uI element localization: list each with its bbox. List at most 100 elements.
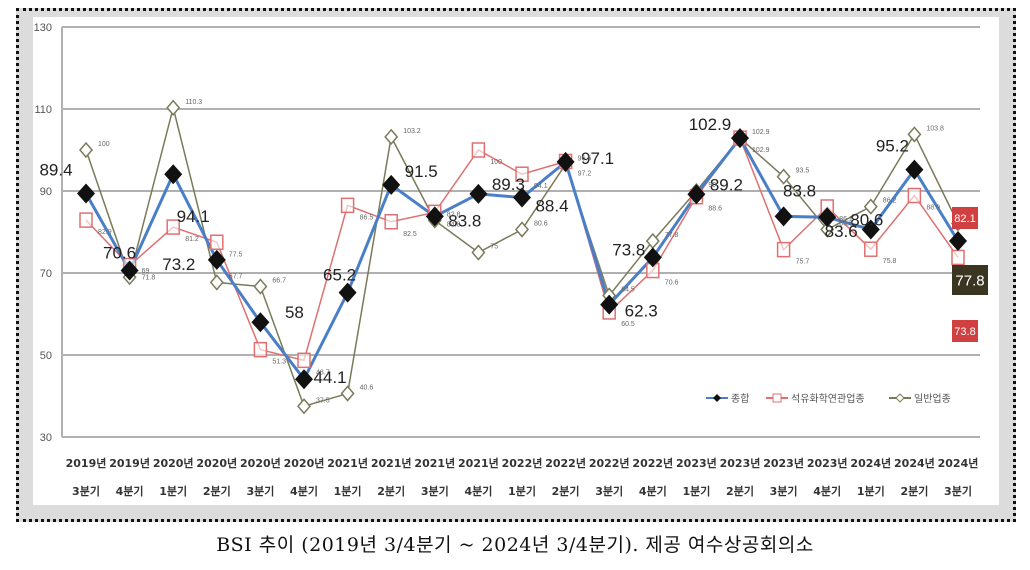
general-value-label: 90 <box>708 182 716 189</box>
open-diamond-marker-icon <box>820 221 835 238</box>
open-diamond-marker-icon <box>907 126 922 143</box>
open-diamond-marker-icon <box>515 221 529 238</box>
square-marker-icon <box>384 214 398 230</box>
composite-value-label: 89.2 <box>710 175 743 194</box>
x-tick-year: 2022년 <box>632 456 673 470</box>
figure-caption: BSI 추이 (2019년 3/4분기 ~ 2024년 3/4분기). 제공 여… <box>216 534 814 556</box>
petrochem-value-label: 82.5 <box>403 231 417 238</box>
diamond-marker-icon <box>774 206 793 227</box>
general-value-label: 80.6 <box>839 221 853 228</box>
square-marker-icon <box>471 142 486 158</box>
general-value-label: 77.8 <box>665 232 679 239</box>
x-tick-year: 2020년 <box>153 456 194 470</box>
x-tick-quarter: 2분기 <box>726 484 754 498</box>
open-diamond-marker-icon <box>384 128 399 146</box>
petrochem-value-label: 70.6 <box>665 280 679 287</box>
general-end-badge <box>952 207 978 229</box>
composite-value-label: 95.2 <box>876 137 909 156</box>
diamond-marker-icon <box>469 183 488 204</box>
square-marker-icon <box>210 234 224 250</box>
petrochem-value-label: 84.8 <box>447 221 461 228</box>
x-tick-quarter: 1분기 <box>682 484 710 498</box>
petrochem-value-label: 71.8 <box>142 275 156 282</box>
petrochem-value-label: 81.2 <box>185 236 199 243</box>
x-tick-year: 2022년 <box>589 456 630 470</box>
legend-diamond-icon <box>713 394 721 402</box>
x-tick-quarter: 4분기 <box>290 484 318 498</box>
diamond-marker-icon <box>425 206 444 227</box>
x-tick-quarter: 1분기 <box>508 484 536 498</box>
x-axis: 2019년 3분기 2019년 4분기 2020년 1분기 2020년 2분기 2020년 3분기… <box>66 456 979 498</box>
x-tick-quarter: 4분기 <box>639 484 667 498</box>
y-tick-label: 110 <box>34 104 52 116</box>
petrochem-value-label: 100 <box>490 159 502 166</box>
y-tick-label: 30 <box>40 432 52 444</box>
petrochem-value-label: 86.5 <box>360 214 374 221</box>
general-value-label: 69 <box>142 268 150 275</box>
open-diamond-marker-icon <box>166 99 181 116</box>
diamond-marker-icon <box>643 247 662 268</box>
petrochem-value-label: 82.9 <box>98 229 112 236</box>
general-value-label: 110.3 <box>185 99 202 106</box>
legend-open-diamond-icon <box>895 393 905 403</box>
composite-end-badge <box>952 265 988 295</box>
composite-value-label: 91.5 <box>405 162 438 181</box>
x-tick-quarter: 2분기 <box>203 484 231 498</box>
petrochem-value-label: 88.6 <box>708 206 722 213</box>
x-tick-year: 2020년 <box>284 456 325 470</box>
diamond-marker-icon <box>949 231 967 252</box>
diamond-marker-icon <box>861 219 880 240</box>
composite-value-label: 62.3 <box>625 302 658 321</box>
diamond-marker-icon <box>207 249 226 270</box>
general-value-label: 64.5 <box>621 287 635 294</box>
petrochem-value-label: 51.3 <box>272 359 286 366</box>
open-diamond-marker-icon <box>340 385 355 402</box>
x-tick-year: 2024년 <box>938 456 979 470</box>
x-tick-year: 2019년 <box>109 456 150 470</box>
x-tick-year: 2023년 <box>763 456 804 470</box>
square-marker-icon <box>864 241 878 257</box>
x-tick-quarter: 3분기 <box>595 484 623 498</box>
open-diamond-marker-icon <box>253 278 268 295</box>
legend-label: 석유화학연관업종 <box>791 392 865 405</box>
diamond-marker-icon <box>120 260 139 281</box>
square-marker-icon <box>951 249 965 266</box>
x-tick-year: 2024년 <box>894 456 935 470</box>
x-tick-quarter: 1분기 <box>334 484 362 498</box>
petrochem-value-label: 48.7 <box>316 369 330 376</box>
general-value-label: 40.6 <box>360 385 374 392</box>
square-marker-icon <box>166 219 180 235</box>
chart-area <box>33 17 999 505</box>
composite-value-label: 83.6 <box>825 222 858 241</box>
x-tick-quarter: 3분기 <box>770 484 798 498</box>
general-value-label: 93.5 <box>796 168 810 175</box>
square-marker-icon <box>340 197 355 214</box>
open-diamond-marker-icon <box>297 398 311 415</box>
composite-value-label: 83.8 <box>783 181 816 200</box>
petrochem-end-badge <box>952 320 978 342</box>
composite-value-label: 65.2 <box>323 266 356 285</box>
x-tick-quarter: 4분기 <box>116 484 144 498</box>
legend-label: 종합 <box>731 393 749 405</box>
composite-value-label: 88.4 <box>535 197 568 216</box>
open-diamond-marker-icon <box>209 274 224 291</box>
open-diamond-marker-icon <box>471 244 486 261</box>
x-tick-year: 2021년 <box>371 456 412 470</box>
x-tick-quarter: 1분기 <box>857 484 885 498</box>
diamond-marker-icon <box>513 187 531 208</box>
x-tick-year: 2022년 <box>502 456 543 470</box>
x-tick-year: 2023년 <box>720 456 761 470</box>
x-tick-quarter: 3분기 <box>246 484 274 498</box>
x-tick-quarter: 2분기 <box>552 484 580 498</box>
square-marker-icon <box>297 352 311 369</box>
diamond-marker-icon <box>556 151 575 172</box>
series-markers-0 <box>77 128 967 390</box>
general-value-label: 103.8 <box>926 125 944 132</box>
legend: 종합 석유화학연관업종 일반업종 <box>706 392 951 405</box>
x-tick-year: 2022년 <box>545 456 586 470</box>
x-tick-year: 2021년 <box>414 456 455 470</box>
x-tick-year: 2024년 <box>850 456 891 470</box>
y-tick-label: 50 <box>40 350 52 362</box>
composite-end-badge-text: 77.8 <box>955 272 984 289</box>
x-tick-quarter: 3분기 <box>421 484 449 498</box>
